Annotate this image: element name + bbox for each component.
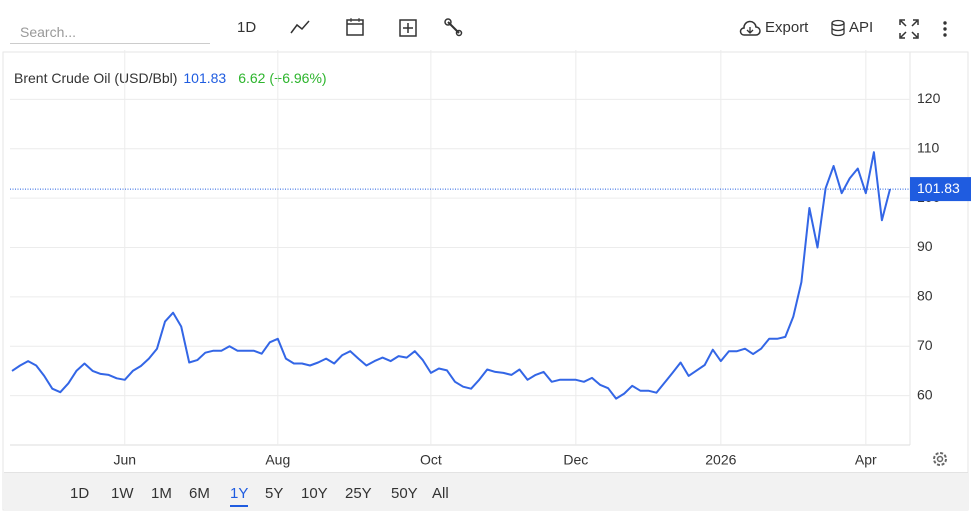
price-line (11, 151, 891, 400)
y-tick-label: 110 (917, 139, 940, 155)
icon (399, 19, 417, 37)
icon (831, 23, 845, 37)
calendar-icon[interactable] (345, 17, 365, 37)
range-button[interactable]: All (432, 485, 449, 502)
range-button[interactable]: 5Y (265, 485, 284, 502)
chart-frame (2, 51, 969, 511)
tools-icon[interactable] (444, 18, 464, 38)
y-tick-label: 90 (917, 238, 933, 254)
x-tick-label: Apr (855, 452, 877, 468)
add-icon[interactable] (398, 18, 418, 38)
x-tick-label: 2026 (705, 452, 736, 468)
title: Brent Crude Oil (USD/Bbl) (14, 70, 177, 86)
range-button[interactable]: 1W (111, 485, 134, 502)
export-icon[interactable] (738, 20, 762, 38)
chart-type-icon[interactable] (290, 19, 310, 35)
api-icon[interactable] (830, 19, 846, 37)
toolbar: Search... 1D Export API (0, 0, 971, 52)
price: 101.83 (183, 70, 226, 86)
range-button[interactable]: 6M (189, 485, 210, 502)
x-tick-label: Dec (563, 452, 588, 468)
fullscreen-icon[interactable] (899, 19, 919, 39)
icon (943, 33, 947, 37)
change: 6.62 (+6.96%) (238, 70, 326, 86)
settings-icon[interactable] (933, 452, 947, 466)
range-button[interactable]: 50Y (391, 485, 418, 502)
icon (739, 20, 761, 36)
icon (943, 21, 947, 25)
y-tick-label: 120 (917, 90, 941, 106)
icon (455, 29, 463, 37)
last-price-box (910, 177, 971, 202)
icon (943, 27, 947, 31)
y-tick-label: 60 (917, 386, 933, 402)
menu-icon[interactable] (941, 20, 949, 38)
chart-title: Brent Crude Oil (USD/Bbl) 101.83 6.62 (+6.… (14, 70, 327, 86)
export-button[interactable]: Export (765, 19, 809, 36)
icon (346, 19, 364, 36)
range-button[interactable]: 1Y (230, 485, 249, 507)
search-input[interactable]: Search... (10, 16, 210, 44)
x-tick-label: Oct (420, 452, 442, 468)
range-bar: 1D 1W 1M 6M 1Y 5Y 10Y 25Y 50Y All (4, 472, 968, 511)
icon (899, 19, 919, 39)
api-button[interactable]: API (849, 19, 874, 36)
x-tick-label: Jun (113, 452, 136, 468)
range-button[interactable]: 1D (70, 485, 90, 502)
range-button[interactable]: 25Y (345, 485, 372, 502)
interval-button[interactable]: 1D (237, 19, 257, 36)
y-tick-label: 70 (917, 337, 933, 353)
x-tick-label: Aug (265, 452, 290, 468)
icon (831, 19, 845, 27)
gear-outer (933, 452, 947, 466)
last-price-label: 101.83 (917, 180, 960, 196)
gear-inner (936, 455, 944, 463)
range-button[interactable]: 10Y (301, 485, 328, 502)
icon (444, 18, 452, 26)
range-button[interactable]: 1M (151, 485, 172, 502)
icon (290, 20, 310, 34)
y-tick-label: 80 (917, 288, 933, 304)
icon (746, 27, 754, 34)
